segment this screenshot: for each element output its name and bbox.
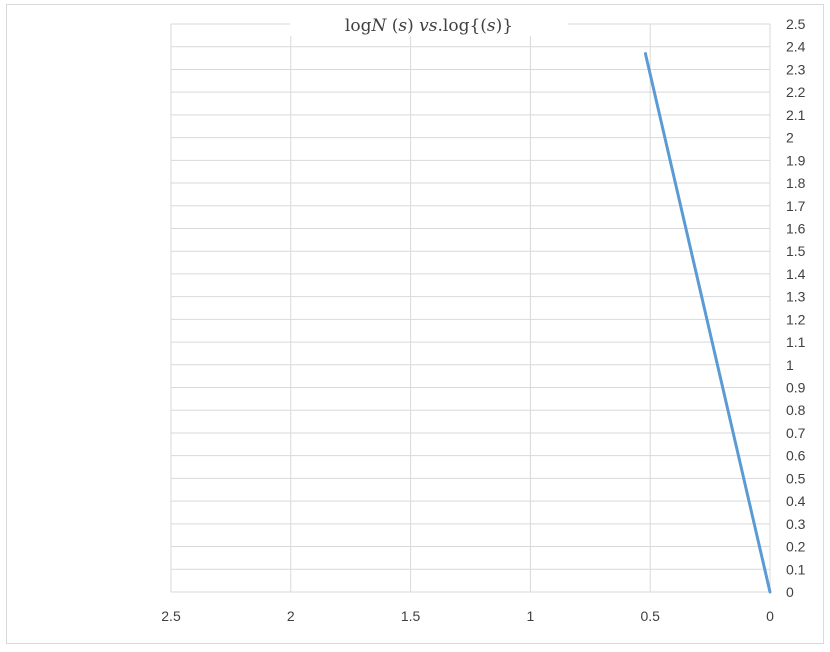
y-tick-label: 0.3	[786, 516, 806, 532]
y-tick-label: 1.6	[786, 220, 806, 236]
y-tick-label: 1.1	[786, 334, 806, 350]
x-tick-label: 0	[766, 608, 774, 624]
y-tick-label: 2.4	[786, 39, 806, 55]
x-tick-label: 2.5	[161, 608, 181, 624]
y-tick-label: 2.3	[786, 61, 806, 77]
y-tick-label: 2	[786, 130, 794, 146]
y-tick-label: 1	[786, 357, 794, 373]
y-tick-label: 1.7	[786, 198, 806, 214]
x-tick-label: 0.5	[640, 608, 660, 624]
grid-lines	[171, 24, 770, 592]
y-tick-label: 0.8	[786, 402, 806, 418]
y-tick-label: 1.4	[786, 266, 806, 282]
y-tick-label: 0.2	[786, 539, 806, 555]
y-tick-label: 1.2	[786, 311, 806, 327]
x-tick-labels: 2.5 2 1.5 1 0.5 0	[161, 608, 774, 624]
x-tick-label: 1.5	[401, 608, 421, 624]
y-tick-label: 0.4	[786, 493, 806, 509]
y-tick-label: 0	[786, 584, 794, 600]
y-tick-label: 0.5	[786, 470, 806, 486]
y-tick-labels: 0 0.1 0.2 0.3 0.4 0.5 0.6 0.7 0.8 0.9 1 1.1 1.2 1.3 1.…	[786, 16, 806, 600]
y-tick-label: 2.5	[786, 16, 806, 32]
chart-title: logN (s) vs.log{(s)}	[345, 16, 513, 36]
y-tick-label: 0.1	[786, 561, 806, 577]
y-tick-label: 0.9	[786, 380, 806, 396]
y-tick-label: 1.8	[786, 175, 806, 191]
y-tick-label: 2.2	[786, 84, 806, 100]
series-line	[645, 54, 770, 592]
y-tick-label: 1.5	[786, 243, 806, 259]
y-tick-label: 2.1	[786, 107, 806, 123]
y-tick-label: 1.9	[786, 152, 806, 168]
x-tick-label: 1	[527, 608, 535, 624]
series-group	[645, 54, 770, 592]
y-tick-label: 0.7	[786, 425, 806, 441]
y-tick-label: 0.6	[786, 448, 806, 464]
y-tick-label: 1.3	[786, 289, 806, 305]
x-tick-label: 2	[287, 608, 295, 624]
